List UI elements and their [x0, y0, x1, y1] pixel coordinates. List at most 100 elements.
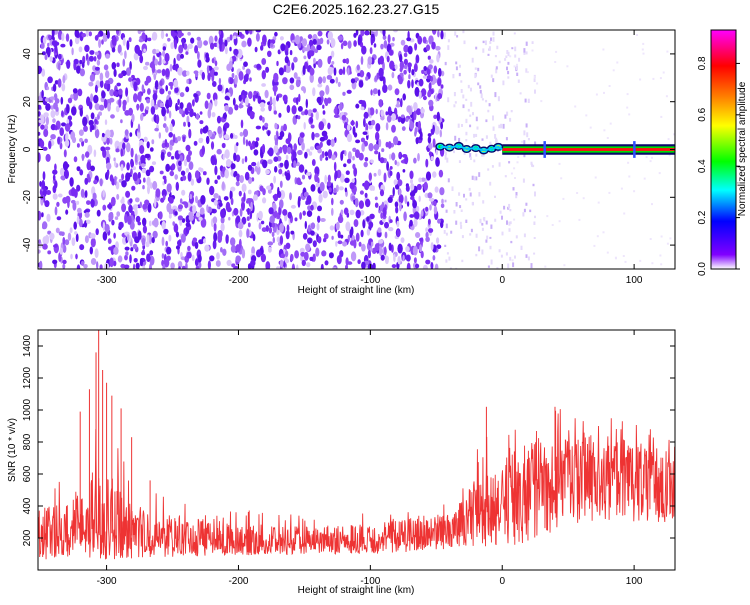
spectrogram-noise-cell: [291, 105, 297, 115]
spectrogram-noise-cell: [213, 222, 217, 232]
spectrogram-noise-cell: [369, 247, 373, 252]
spectrogram-noise-cell: [242, 128, 249, 138]
spectrogram-noise-cell: [269, 42, 274, 48]
spectrogram-noise-cell: [175, 102, 178, 112]
spectrogram-sparse-cell: [477, 82, 480, 86]
spectrogram-noise-cell: [38, 65, 42, 75]
spectrogram-noise-cell: [382, 84, 388, 93]
spectrogram-noise-cell: [244, 155, 248, 163]
spectrogram-sparse-cell: [474, 67, 477, 70]
spectrogram-noise-cell: [344, 177, 350, 183]
spectrogram-noise-cell: [41, 51, 46, 56]
spectrogram-noise-cell: [203, 40, 209, 46]
spectrogram-noise-cell: [138, 38, 144, 43]
spectrogram-noise-cell: [207, 260, 211, 269]
spectrogram-noise-cell: [298, 93, 301, 103]
spectrogram-noise-cell: [313, 62, 316, 69]
spectrogram-sparse-cell: [448, 256, 451, 261]
spectrogram-sparse-cell: [459, 221, 462, 225]
spectrogram-noise-cell: [322, 76, 327, 84]
spectrogram-sparse-cell: [492, 115, 494, 121]
spectrogram-noise-cell: [94, 51, 99, 56]
spectrogram-sparse-cell: [522, 178, 525, 183]
spectrogram-noise-cell: [422, 75, 428, 79]
spectrogram-noise-cell: [47, 42, 50, 48]
spectrogram-noise-cell: [199, 111, 203, 115]
spectrogram-noise-cell: [45, 116, 50, 126]
spectrogram-noise-cell: [230, 245, 237, 253]
spectrogram-noise-cell: [230, 186, 236, 192]
spectrogram-sparse-cell: [492, 126, 495, 131]
spectrogram-noise-cell: [79, 169, 84, 176]
spectrogram-noise-cell: [141, 237, 146, 247]
spectrogram-noise-cell: [436, 244, 442, 249]
spectrogram-noise-cell: [161, 68, 166, 77]
spectrogram-noise-cell: [118, 98, 122, 108]
spectrogram-noise-cell: [394, 64, 398, 70]
spectrogram-noise-cell: [302, 233, 308, 240]
spectrogram-noise-cell: [224, 105, 229, 112]
spectrogram-noise-cell: [70, 131, 76, 141]
spectrogram-noise-cell: [133, 93, 138, 103]
spectrogram-noise-cell: [74, 36, 80, 45]
spectrogram-sparse-cell: [490, 259, 493, 265]
spectrogram-noise-cell: [89, 246, 94, 255]
spectrogram-noise-cell: [259, 102, 266, 108]
spectrogram-noise-cell: [149, 255, 155, 266]
spectrogram-noise-cell: [317, 236, 322, 244]
spectrogram-noise-cell: [120, 164, 124, 172]
spectrogram-sparse-cell: [505, 137, 508, 141]
spectrogram-noise-cell: [59, 167, 65, 176]
spectrogram-noise-cell: [279, 259, 284, 268]
spectrogram-noise-cell: [181, 189, 186, 196]
spectrogram-noise-cell: [241, 183, 247, 193]
spectrogram-noise-cell: [232, 97, 236, 106]
spectrogram-noise-cell: [291, 263, 295, 269]
spectrogram-noise-cell: [280, 43, 286, 52]
spectrogram-noise-cell: [44, 200, 50, 208]
spectrogram-noise-cell: [79, 244, 85, 251]
spectrogram-noise-cell: [116, 211, 121, 217]
spectrogram-noise-cell: [48, 34, 52, 40]
spectrogram-noise-cell: [310, 124, 315, 129]
spectrogram-noise-cell: [43, 128, 49, 138]
spectrogram-noise-cell: [128, 204, 133, 213]
spectrogram-noise-cell: [150, 106, 156, 115]
spectrogram-noise-cell: [186, 115, 190, 124]
spectrogram-noise-cell: [209, 255, 215, 262]
spectrogram-noise-cell: [312, 108, 317, 113]
spectrogram-noise-cell: [369, 47, 373, 55]
spectrogram-sparse-cell: [488, 46, 491, 51]
spectrogram-noise-cell: [279, 162, 284, 167]
spectrogram-noise-cell: [139, 145, 145, 154]
spectrogram-sparse-cell: [529, 209, 532, 213]
spectrogram-noise-cell: [71, 106, 77, 116]
spectrogram-noise-cell: [230, 197, 234, 206]
spectrogram-noise-cell: [164, 138, 168, 148]
spectrogram-noise-cell: [147, 184, 150, 195]
spectrogram-noise-cell: [273, 144, 279, 154]
spectrogram-noise-cell: [151, 31, 158, 41]
spectrogram-sparse-cell: [486, 235, 489, 240]
spectrogram-noise-cell: [345, 58, 350, 65]
spectrogram-noise-cell: [326, 39, 330, 45]
spectrogram-sparse-cell: [489, 141, 492, 147]
spectrogram-sparse-cell: [643, 177, 646, 180]
spectrogram-noise-cell: [73, 58, 79, 65]
spectrogram-noise-cell: [53, 102, 58, 110]
spectrogram-noise-cell: [126, 40, 130, 51]
spectrogram-sparse-cell: [558, 162, 561, 165]
spectrogram-noise-cell: [122, 58, 126, 67]
spectrogram-sparse-cell: [455, 66, 458, 71]
spectrogram-noise-cell: [310, 184, 316, 192]
spectrogram-noise-cell: [157, 61, 162, 66]
spectrogram-noise-cell: [132, 243, 138, 249]
spectrogram-noise-cell: [243, 74, 249, 82]
spectrogram-noise-cell: [391, 113, 396, 122]
spectrogram-noise-cell: [56, 216, 62, 221]
spectrogram-sparse-cell: [470, 101, 473, 107]
spectrogram-noise-cell: [81, 61, 85, 69]
spectrogram-sparse-cell: [507, 51, 510, 57]
spectrogram-noise-cell: [110, 196, 116, 207]
spectrogram-noise-cell: [340, 43, 344, 50]
